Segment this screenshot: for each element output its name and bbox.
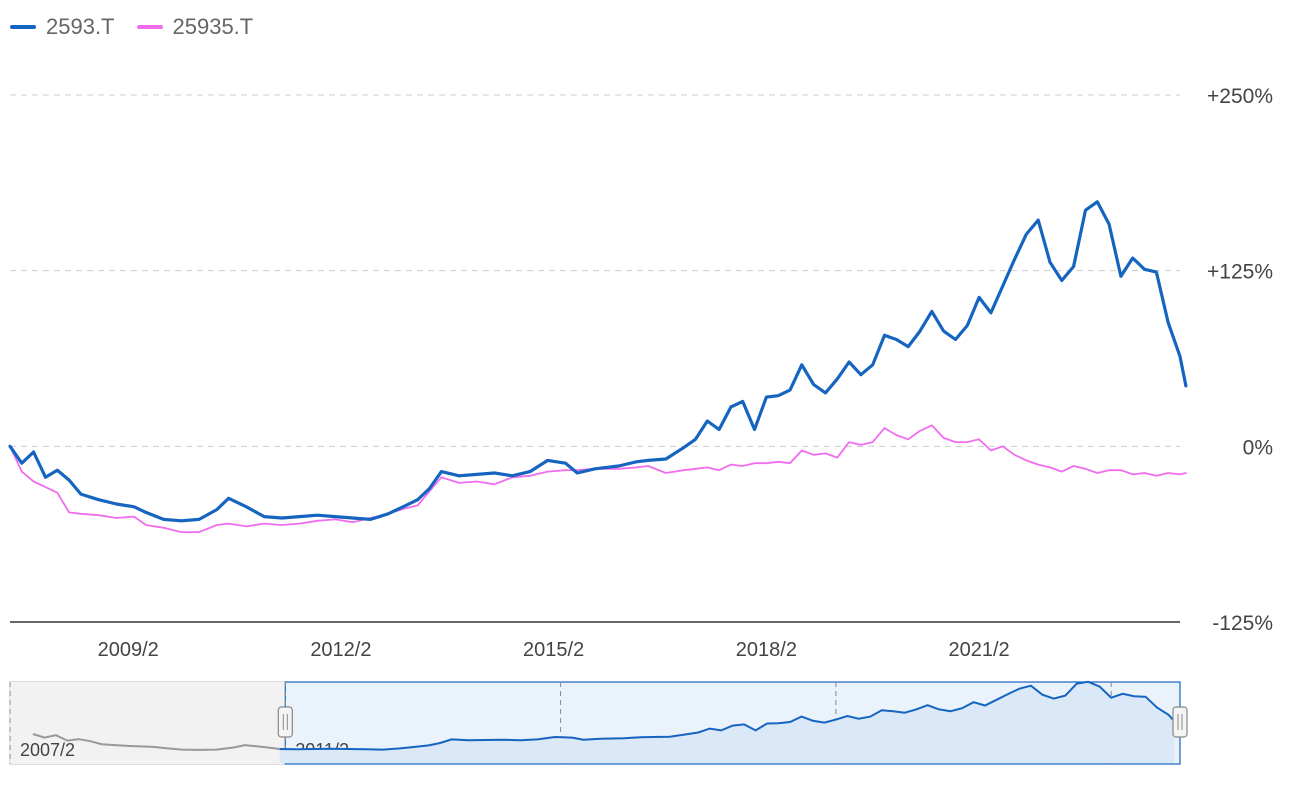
x-tick-label: 2015/2 [523,639,584,661]
x-tick-label: 2018/2 [736,639,797,661]
handle-grip[interactable] [277,706,293,738]
series-line-2593 [8,200,1188,523]
legend-item-25935[interactable]: 25935.T [136,14,254,40]
x-tick-label: 2021/2 [949,639,1010,661]
navigator-handle-left[interactable] [277,706,293,738]
legend: 2593.T 25935.T [10,14,253,40]
legend-swatch-2593 [10,25,36,29]
navigator-line [279,680,1176,751]
legend-label-2593: 2593.T [46,14,115,39]
navigator-handle-right[interactable] [1172,706,1188,738]
x-tick-label: 2009/2 [98,639,159,661]
y-axis-labels: +250% +125% 0% -125% [1207,85,1273,635]
legend-swatch-25935 [136,25,163,29]
series-line-25935 [9,424,1187,533]
legend-item-2593[interactable]: 2593.T [10,14,115,40]
handle-grip[interactable] [1172,706,1188,738]
legend-label-25935: 25935.T [172,14,254,39]
y-tick-label: +125% [1207,261,1273,284]
x-axis-labels: 2009/2 2012/2 2015/2 2018/2 2021/2 [98,639,1010,661]
y-tick-label: +250% [1207,85,1273,108]
navigator-mask-left [10,682,286,764]
x-tick-label: 2012/2 [310,639,371,661]
y-tick-label: 0% [1243,436,1273,459]
navigator-tick-label: 2007/2 [20,740,75,760]
grid-layer [10,94,1180,623]
series-layer [8,200,1188,533]
navigator-area [279,681,1175,763]
navigator-line-masked [32,733,280,751]
y-tick-label: -125% [1212,612,1273,635]
